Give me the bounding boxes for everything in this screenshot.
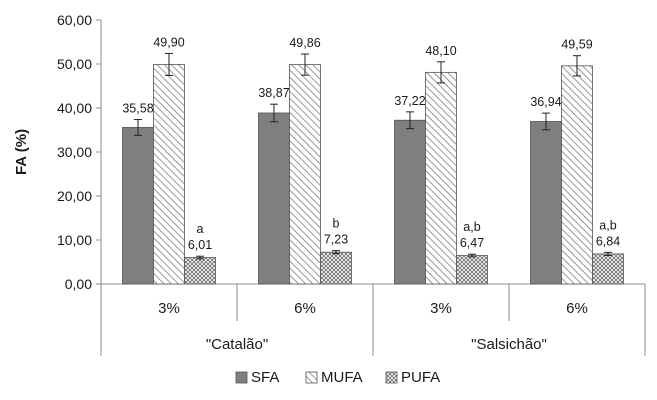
- legend-swatch-sfa: [235, 371, 248, 384]
- data-label: 37,22: [394, 94, 425, 108]
- category-label: 6%: [566, 300, 588, 317]
- category-label: 6%: [294, 300, 316, 317]
- y-tick-label: 50,00: [57, 56, 92, 72]
- legend-label: MUFA: [321, 369, 363, 386]
- data-label: 35,58: [122, 102, 153, 116]
- legend-swatch-pufa: [385, 371, 398, 384]
- y-tick-label: 0,00: [65, 276, 92, 292]
- y-axis-title: FA (%): [13, 129, 30, 175]
- bar-sfa: [258, 112, 290, 285]
- significance-letter: a,b: [599, 218, 616, 232]
- data-label: 36,94: [530, 95, 561, 109]
- data-label: 48,10: [425, 44, 456, 58]
- y-tick-label: 40,00: [57, 100, 92, 116]
- legend-swatch-mufa: [305, 371, 318, 384]
- bar-pufa: [184, 257, 216, 285]
- bar-mufa: [289, 64, 321, 285]
- y-tick-label: 20,00: [57, 188, 92, 204]
- data-label: 49,90: [153, 35, 184, 49]
- category-label: 3%: [158, 300, 180, 317]
- bar-pufa: [456, 255, 488, 285]
- y-tick-label: 60,00: [57, 12, 92, 28]
- significance-letter: a: [197, 222, 204, 236]
- y-tick-label: 10,00: [57, 232, 92, 248]
- bar-pufa: [320, 251, 352, 285]
- legend-label: PUFA: [401, 369, 440, 386]
- data-label: 6,84: [596, 234, 620, 248]
- data-label: 6,01: [188, 238, 212, 252]
- category-label: 3%: [430, 300, 452, 317]
- y-tick-label: 30,00: [57, 144, 92, 160]
- significance-letter: a,b: [463, 220, 480, 234]
- bar-mufa: [153, 64, 185, 285]
- bar-sfa: [394, 119, 426, 285]
- group-label: "Salsichão": [471, 336, 547, 353]
- data-label: 49,59: [561, 38, 592, 52]
- bar-sfa: [530, 121, 562, 285]
- bar-pufa: [592, 253, 624, 285]
- data-label: 49,86: [289, 36, 320, 50]
- data-label: 6,47: [460, 236, 484, 250]
- bar-mufa: [561, 65, 593, 285]
- significance-letter: b: [333, 217, 340, 231]
- bar-mufa: [425, 71, 457, 285]
- data-label: 38,87: [258, 86, 289, 100]
- legend-label: SFA: [251, 369, 279, 386]
- bar-sfa: [122, 127, 154, 285]
- data-label: 7,23: [324, 233, 348, 247]
- group-label: "Catalão": [206, 336, 268, 353]
